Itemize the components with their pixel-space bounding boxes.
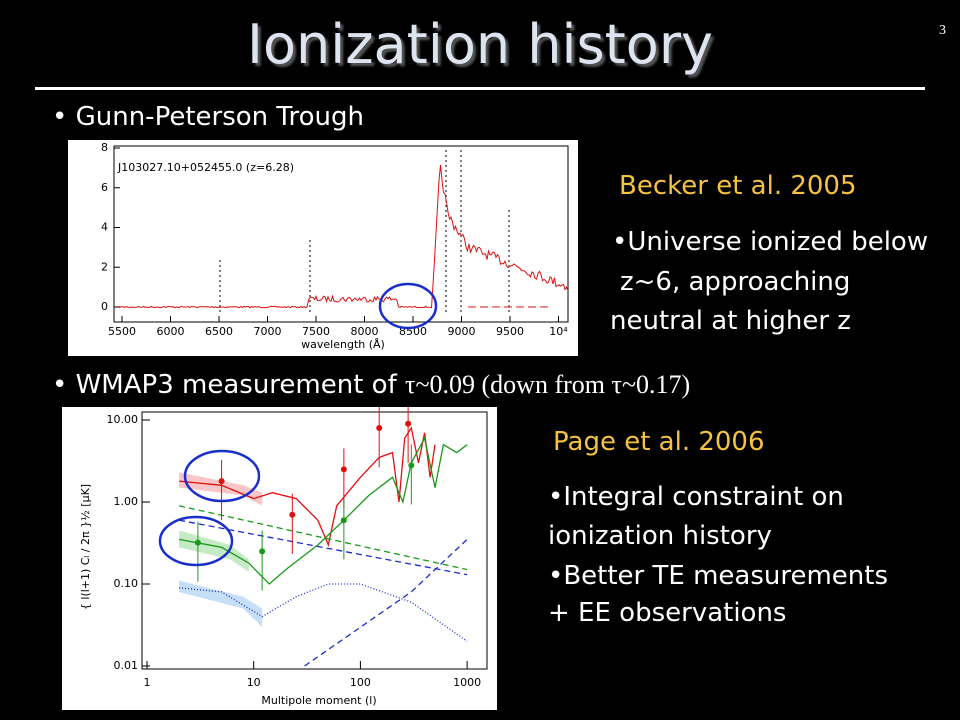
slide-title: Ionization history [247,13,713,76]
y-tick-label: 4 [101,221,108,234]
bullet: • WMAP3 measurement of τ~0.09 (down from… [52,370,691,400]
x-tick-label: 100 [350,676,371,689]
bullet-math: τ~0.09 (down from τ~0.17) [405,370,691,399]
y-tick-label: 6 [101,181,108,194]
spectrum [117,165,569,309]
data-point [408,462,415,469]
bullet-text: • WMAP3 measurement of [52,370,405,400]
data-point [405,420,412,427]
x-tick-label: 7500 [302,325,330,338]
figure-background [68,140,578,356]
x-tick-label: 1000 [453,676,481,689]
x-tick-label: 1 [144,676,151,689]
data-point [340,517,347,524]
spectrum-figure: J103027.10+052455.0 (z=6.28) wavelength … [68,140,578,356]
curve [178,519,468,576]
plot-frame [113,145,569,323]
highlight-ellipse [158,515,234,567]
note: z~6, approaching [620,267,851,297]
data-point [218,478,225,485]
x-axis-label: wavelength (Å) [301,338,385,351]
highlight-ellipse [183,449,261,503]
spectrum-label: J103027.10+052455.0 (z=6.28) [117,161,294,174]
y-tick-label: 1.00 [114,495,139,508]
y-tick-label: 10.00 [107,413,139,426]
x-tick-label: 5500 [108,325,136,338]
curve [179,426,436,548]
note: + EE observations [548,598,787,628]
title-rule [35,87,925,90]
x-axis-label: Multipole moment (l) [261,694,376,707]
figure-background [62,407,497,710]
data-point [259,548,266,555]
y-tick-label: 0.10 [114,577,139,590]
page-number: 3 [939,23,946,38]
x-tick-label: 10 [247,676,261,689]
x-tick-label: 10⁴ [549,325,568,338]
curve [304,538,468,667]
bullet: • Gunn-Peterson Trough [52,102,364,132]
line-markers [219,150,510,315]
data-point [194,539,201,546]
y-axis-label: { l(l+1) Cₗ / 2π }½ [μK] [79,484,92,610]
plot-frame [141,411,488,670]
band [179,472,263,506]
y-tick-label: 8 [101,141,108,154]
citation: Page et al. 2006 [553,427,765,457]
note: •Integral constraint on [548,482,844,512]
band [179,580,263,627]
note: neutral at higher z [610,306,851,336]
curves [178,407,468,667]
y-tick-label: 2 [101,260,108,273]
citation: Becker et al. 2005 [619,171,857,201]
ticks: 1 10 100 1000 10.00 1.00 0.10 0.01 [107,413,482,689]
x-tick-label: 6000 [157,325,185,338]
x-tick-label: 6500 [205,325,233,338]
data-point [340,466,347,473]
x-tick-label: 9500 [496,325,524,338]
x-tick-label: 9000 [448,325,476,338]
note: •Universe ionized below [612,227,929,257]
data-point [376,424,383,431]
curve [178,436,468,585]
y-tick-label: 0.01 [114,659,139,672]
x-tick-label: 8000 [351,325,379,338]
highlight-ellipse [378,282,438,330]
note: •Better TE measurements [548,561,889,591]
note: ionization history [548,521,772,551]
x-tick-label: 7000 [254,325,282,338]
y-tick-label: 0 [101,300,108,313]
curve [178,505,468,571]
data-point [289,511,296,518]
cmb-figure: Multipole moment (l) { l(l+1) Cₗ / 2π }½… [62,407,497,710]
